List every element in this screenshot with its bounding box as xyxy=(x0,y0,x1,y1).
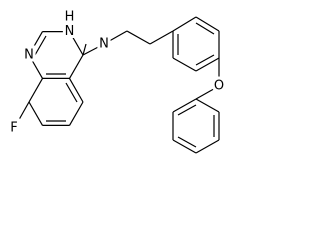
atom-label: F xyxy=(10,121,17,136)
atom-label: N xyxy=(24,48,34,63)
atom-label: N xyxy=(99,37,109,52)
atom-label: O xyxy=(214,79,224,94)
structure: H N N N F O xyxy=(7,7,227,154)
atom-label: H xyxy=(65,10,75,25)
molecule-diagram: H N N N F O xyxy=(7,7,227,154)
atom-label: N xyxy=(65,24,75,39)
bonds xyxy=(15,16,220,154)
